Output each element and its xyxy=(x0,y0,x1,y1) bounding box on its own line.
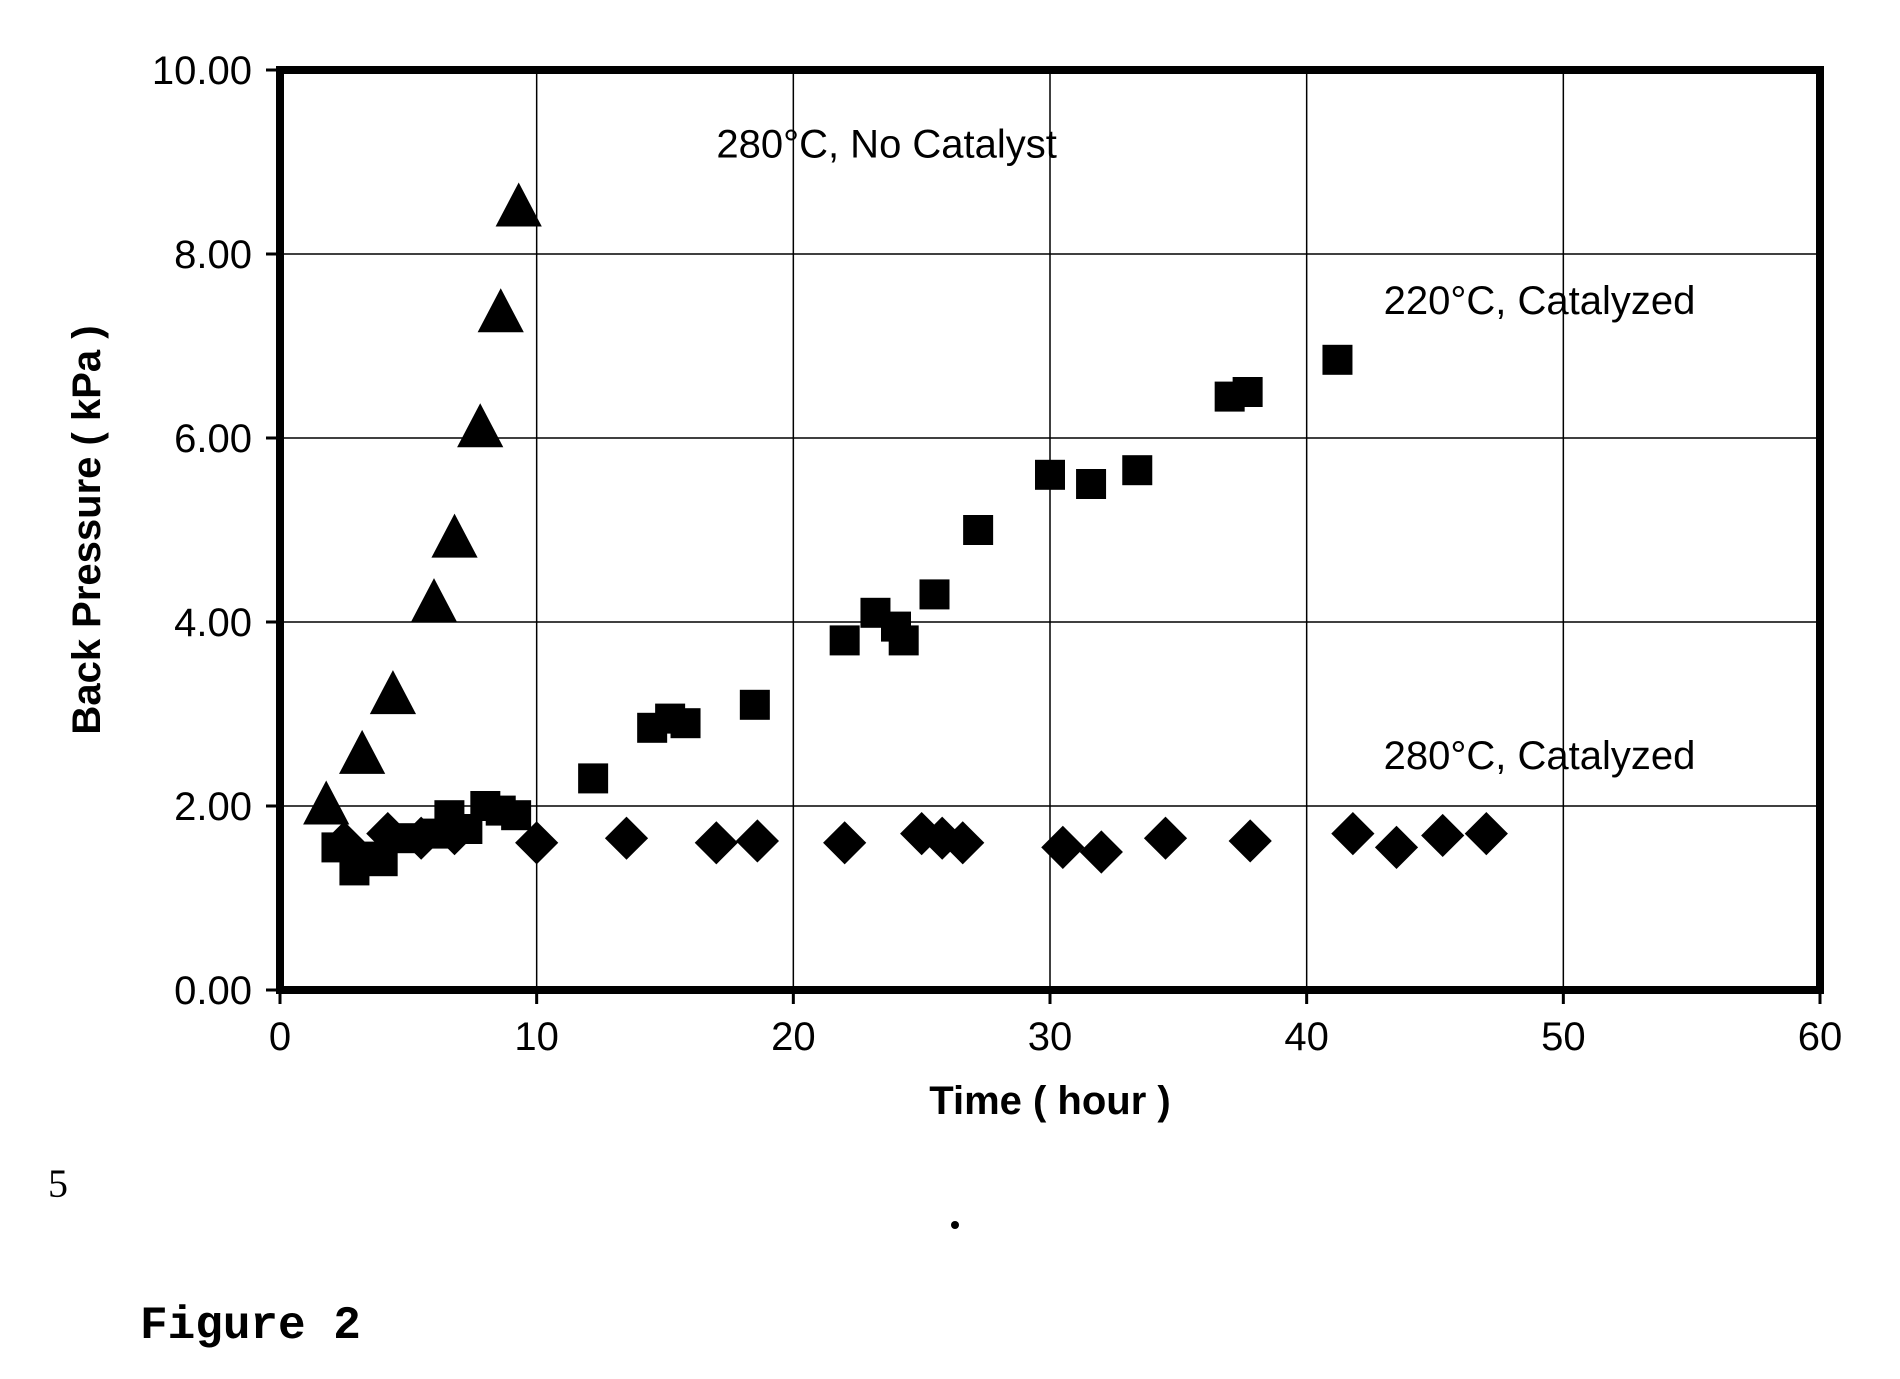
figure-caption: Figure 2 xyxy=(140,1300,361,1352)
series-label: 220°C, Catalyzed xyxy=(1384,279,1696,323)
chart-svg: 0 10 20 30 40 50 60 0.00 2.00 4.00 6.00 8.00 10.00 Ti… xyxy=(0,0,1900,1379)
y-tick-label: 0.00 xyxy=(174,969,252,1013)
x-tick-label: 50 xyxy=(1541,1015,1586,1059)
x-tick-label: 30 xyxy=(1028,1015,1073,1059)
x-axis-title: Time ( hour ) xyxy=(929,1079,1170,1123)
x-tick-label: 0 xyxy=(269,1015,291,1059)
series-label: 280°C, No Catalyst xyxy=(716,122,1057,166)
y-tick-label: 8.00 xyxy=(174,233,252,277)
y-tick-label: 6.00 xyxy=(174,417,252,461)
x-tick-label: 10 xyxy=(514,1015,559,1059)
y-tick-label: 2.00 xyxy=(174,785,252,829)
series-label: 280°C, Catalyzed xyxy=(1384,734,1696,778)
x-tick-label: 60 xyxy=(1798,1015,1843,1059)
x-tick-label: 40 xyxy=(1284,1015,1329,1059)
y-tick-label: 10.00 xyxy=(152,49,252,93)
y-axis-title: Back Pressure ( kPa ) xyxy=(65,325,109,734)
page-number: 5 xyxy=(48,1160,68,1207)
x-tick-label: 20 xyxy=(771,1015,816,1059)
y-tick-label: 4.00 xyxy=(174,601,252,645)
